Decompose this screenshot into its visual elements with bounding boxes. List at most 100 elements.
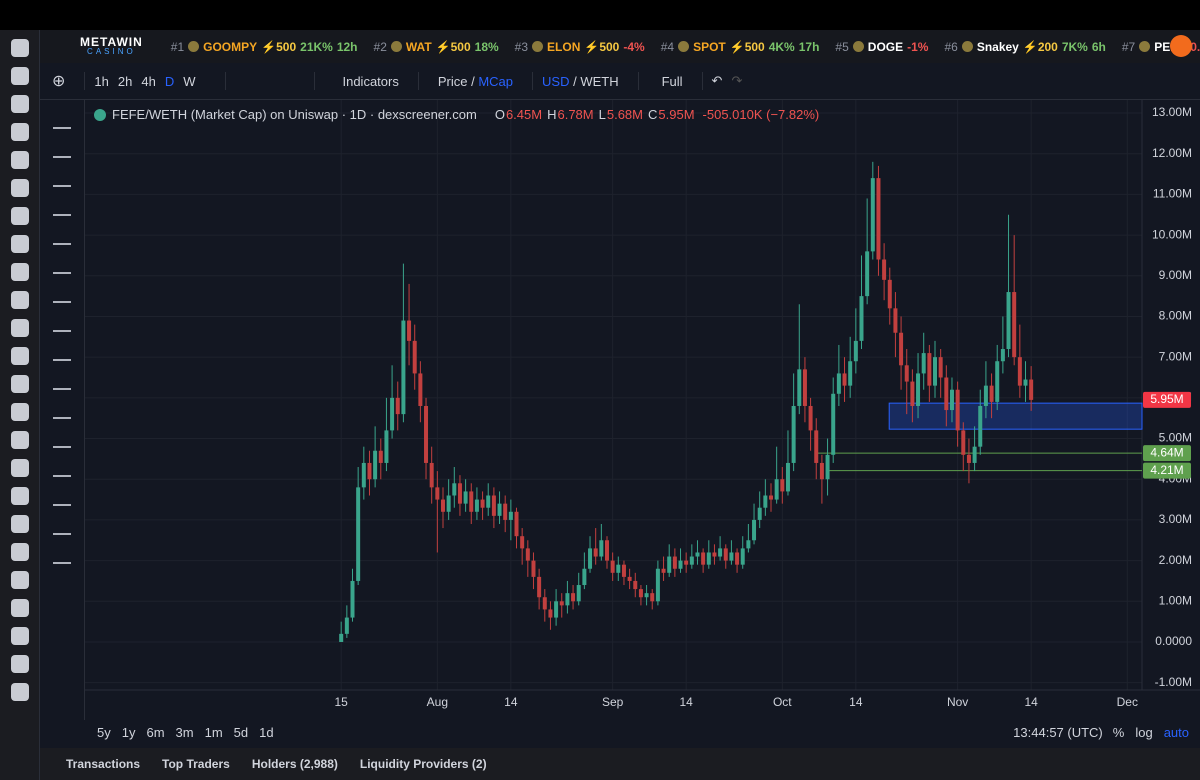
indicators[interactable]: Indicators [342, 73, 399, 89]
candle-body [350, 580, 355, 618]
candle-body [938, 357, 943, 378]
candle-body [842, 373, 847, 386]
candle-body [356, 487, 361, 581]
candle-body [791, 405, 796, 463]
log[interactable]: log [1135, 725, 1153, 740]
full[interactable]: Full [661, 73, 683, 89]
icon[interactable] [11, 515, 29, 533]
icon[interactable] [11, 599, 29, 617]
candle-body [621, 564, 626, 577]
logo[interactable]: METAWIN CASINO [80, 36, 143, 57]
range[interactable]: 5d [233, 725, 249, 740]
icon[interactable] [11, 39, 29, 57]
x-tick-label: 14 [1024, 695, 1038, 709]
candle-body [576, 585, 581, 602]
range-bar: 5y 1y 6m 3m 1m 5d 1d 13:44:57 (UTC) % log auto [85, 720, 1200, 745]
x-tick-label: Sep [602, 695, 624, 709]
icon[interactable] [11, 291, 29, 309]
undo[interactable]: ↶ [711, 73, 723, 88]
icon[interactable] [11, 375, 29, 393]
candle-body [627, 576, 632, 581]
mcap[interactable]: MCap [478, 73, 514, 89]
ticker-item[interactable]: #5 DOGE -1% [835, 40, 928, 54]
icon[interactable] [11, 627, 29, 645]
icon[interactable] [11, 235, 29, 253]
change: -4% [623, 39, 645, 54]
y-tick-label: 3.00M [1159, 512, 1192, 526]
icon[interactable] [11, 319, 29, 337]
icon[interactable] [11, 67, 29, 85]
y-tick-label: 13.00M [1152, 105, 1192, 119]
icon[interactable] [11, 263, 29, 281]
candle-body [893, 308, 898, 333]
candle-body [599, 540, 604, 557]
icon[interactable] [11, 683, 29, 701]
candle-body [763, 495, 768, 508]
fire-button[interactable] [1170, 35, 1192, 57]
icon[interactable] [11, 403, 29, 421]
candle-body [537, 576, 542, 598]
candle-body [672, 556, 677, 569]
icon[interactable] [11, 655, 29, 673]
candle-body [684, 560, 689, 565]
icon[interactable] [11, 347, 29, 365]
icon[interactable] [11, 543, 29, 561]
interval[interactable]: 1h [94, 73, 109, 89]
range[interactable]: 6m [146, 725, 165, 740]
usd[interactable]: USD [542, 73, 570, 89]
range[interactable]: 5y [97, 725, 111, 740]
add-icon[interactable]: ⊕ [52, 73, 66, 90]
candle-body [520, 536, 525, 549]
icon[interactable] [11, 487, 29, 505]
candle-body [508, 511, 513, 520]
icon[interactable] [11, 431, 29, 449]
y-tick-label: 8.00M [1159, 309, 1192, 323]
candle-body [746, 540, 751, 549]
icon[interactable] [11, 151, 29, 169]
range[interactable]: 1m [204, 725, 223, 740]
ticker-item[interactable]: #1 GOOMPY500 21K%12h [171, 40, 358, 54]
candle-body [989, 385, 994, 402]
icon[interactable] [11, 95, 29, 113]
candle-body [457, 483, 462, 504]
tab[interactable]: Transactions [66, 757, 141, 771]
candle-body [525, 548, 530, 561]
candle-body [655, 568, 660, 602]
candle-body [774, 479, 779, 500]
interval[interactable]: D [164, 73, 175, 89]
icon[interactable] [11, 207, 29, 225]
icon[interactable] [11, 459, 29, 477]
interval[interactable]: 2h [117, 73, 133, 89]
icon[interactable] [11, 123, 29, 141]
tab[interactable]: Top Traders [162, 757, 230, 771]
ticker-item[interactable]: #3 ELON500 -4% [515, 40, 645, 54]
candle-body [344, 617, 349, 634]
pct[interactable]: % [1112, 725, 1125, 740]
candle-body [836, 373, 841, 394]
ohlc-value: 6.45M [505, 107, 543, 122]
candle-body [440, 499, 445, 512]
tab[interactable]: Liquidity Providers (2) [359, 757, 487, 771]
icon[interactable] [11, 571, 29, 589]
intervals: 1h 2h 4h D W [94, 74, 195, 89]
change: 7K% [1061, 39, 1088, 54]
y-tick-label: 11.00M [1153, 187, 1192, 201]
tab[interactable]: Holders (2,988) [251, 757, 338, 771]
candle-body [480, 499, 485, 508]
candle-body [486, 495, 491, 508]
candle-body [916, 373, 921, 406]
icon[interactable] [11, 179, 29, 197]
candle-body [463, 491, 468, 504]
range[interactable]: 1y [121, 725, 136, 740]
weth[interactable]: WETH [580, 73, 619, 89]
auto[interactable]: auto [1163, 725, 1189, 740]
interval[interactable]: W [183, 73, 196, 89]
range[interactable]: 3m [175, 725, 194, 740]
candle-body [802, 369, 807, 406]
price[interactable]: Price [437, 73, 468, 89]
range[interactable]: 1d [259, 725, 274, 740]
interval[interactable]: 4h [141, 73, 156, 89]
